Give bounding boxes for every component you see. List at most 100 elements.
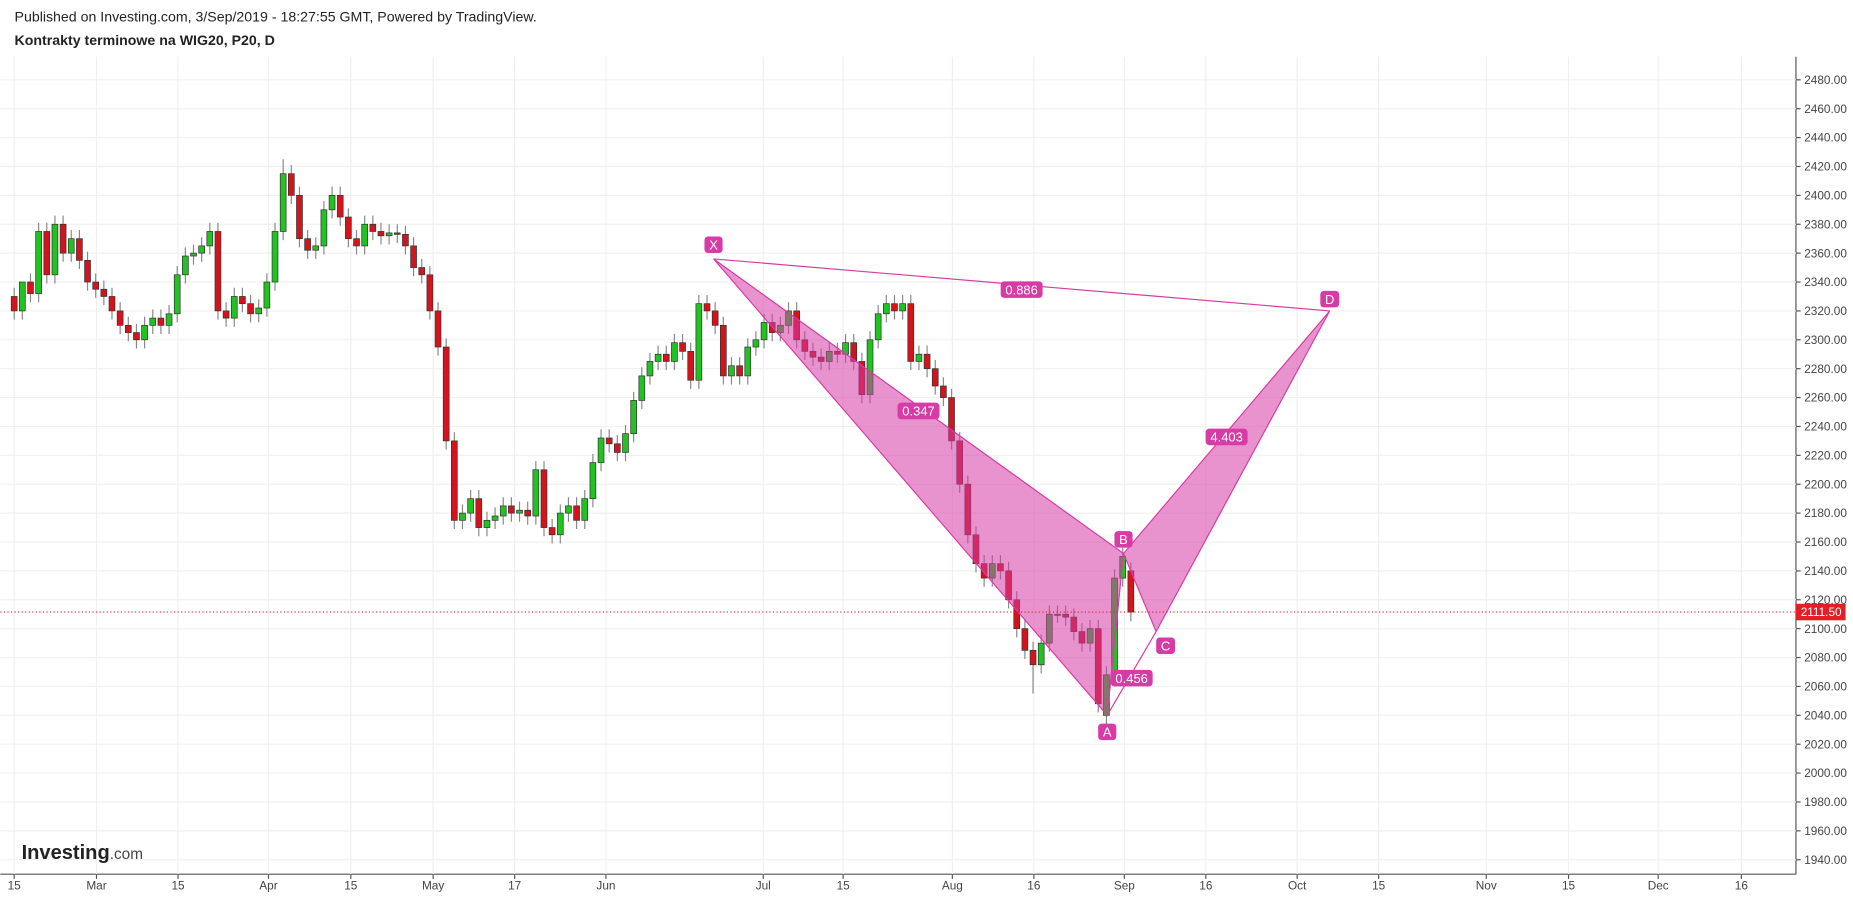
pattern-point-label-box: [704, 236, 723, 254]
candle-body: [35, 231, 42, 294]
candle-body: [703, 303, 711, 312]
candle-body: [614, 443, 621, 453]
candle-body: [247, 303, 254, 315]
x-tick-label: 15: [1372, 879, 1386, 893]
candle-body: [589, 462, 597, 500]
candle-body: [76, 238, 83, 261]
pattern-point-label: B: [1114, 531, 1133, 548]
y-tick-label: 2200.00: [1804, 477, 1847, 491]
candle-body: [597, 437, 605, 463]
pattern-ratio-box: [1205, 428, 1248, 446]
pattern-point-label-box: [1156, 637, 1175, 654]
candle-body: [304, 238, 311, 251]
candle-body: [377, 231, 385, 237]
x-tick-label: Sep: [1114, 879, 1135, 893]
y-tick-label: 2260.00: [1804, 391, 1847, 405]
candle-body: [279, 173, 287, 232]
candle-body: [345, 216, 352, 240]
candle-body: [638, 375, 646, 401]
candle-body: [230, 296, 238, 319]
candle-body: [10, 296, 18, 312]
y-tick-label: 2420.00: [1804, 160, 1847, 174]
candle-body: [491, 515, 499, 521]
candle-body: [361, 223, 368, 247]
candle-body: [410, 245, 417, 268]
candle-body: [475, 498, 483, 528]
x-tick-label: 15: [344, 879, 358, 893]
candle-body: [353, 238, 360, 247]
candle-body: [67, 238, 75, 254]
candle-body: [720, 324, 727, 377]
x-tick-label: 16: [1199, 879, 1213, 893]
candle-body: [124, 324, 132, 333]
pattern-point-label-text: X: [709, 237, 718, 252]
pattern-point-label: A: [1098, 723, 1117, 741]
candle-body: [1037, 642, 1045, 666]
candle-body: [133, 332, 140, 341]
candle-body: [451, 440, 458, 521]
candle-body: [744, 346, 752, 377]
candle-body: [1021, 628, 1029, 651]
x-tick-label: 17: [508, 879, 521, 893]
pattern-point-label: C: [1156, 637, 1175, 654]
candle-body: [874, 313, 882, 341]
candle-body: [524, 509, 531, 517]
candle-body: [198, 245, 205, 254]
candle-body: [165, 313, 173, 326]
x-tick-label: Nov: [1476, 879, 1497, 893]
y-tick-label: 1980.00: [1804, 795, 1847, 809]
y-tick-label: 2060.00: [1804, 680, 1847, 694]
candle-body: [59, 223, 67, 254]
y-tick-label: 2180.00: [1804, 506, 1847, 520]
candle-body: [190, 252, 197, 257]
pattern-triangle: [1122, 310, 1331, 633]
candle-body: [385, 232, 393, 237]
candle-body: [43, 231, 51, 276]
x-tick-label: 15: [1562, 879, 1576, 893]
x-tick-label: 15: [837, 879, 851, 893]
grid: [0, 56, 1796, 875]
candle-body: [605, 437, 613, 445]
y-tick-label: 2480.00: [1804, 73, 1847, 87]
candle-body: [288, 173, 295, 196]
candle-body: [695, 303, 703, 381]
logo: Investing.com: [22, 842, 143, 864]
x-tick-label: May: [422, 879, 444, 893]
candle-body: [907, 303, 915, 362]
candle-body: [923, 353, 931, 370]
candle-body: [622, 433, 629, 453]
candle-body: [931, 368, 939, 387]
candle-body: [467, 498, 474, 514]
candle-body: [736, 365, 743, 377]
pattern-point-label: X: [704, 236, 723, 254]
y-tick-label: 2240.00: [1804, 420, 1847, 434]
y-tick-label: 2460.00: [1804, 102, 1847, 116]
candle-body: [630, 400, 637, 435]
candle-body: [263, 281, 271, 309]
x-tick-label: Jun: [596, 879, 615, 893]
candle-body: [915, 353, 923, 362]
candle-body: [671, 342, 678, 362]
candle-body: [27, 281, 34, 294]
candle-body: [654, 353, 662, 362]
x-tick-label: 15: [8, 879, 22, 893]
pattern-point-label: D: [1320, 290, 1340, 308]
candle-body: [214, 231, 222, 312]
candle-body: [239, 296, 246, 305]
candle-body: [711, 310, 719, 326]
y-tick-label: 2360.00: [1804, 246, 1847, 260]
x-tick-label: Apr: [259, 879, 277, 893]
y-tick-label: 2400.00: [1804, 188, 1847, 202]
last-price-box: [1795, 603, 1846, 621]
candle-body: [336, 195, 344, 218]
candle-body: [646, 361, 654, 377]
candle-body: [516, 509, 523, 514]
pattern-point-label-box: [1114, 531, 1133, 548]
candle-body: [499, 505, 507, 517]
candle-body: [565, 505, 572, 514]
candle-body: [442, 346, 450, 442]
candle-body: [271, 231, 279, 283]
x-tick-label: Jul: [756, 879, 771, 893]
pattern-ratio: 0.456: [1110, 669, 1153, 687]
candle-body: [255, 307, 263, 315]
